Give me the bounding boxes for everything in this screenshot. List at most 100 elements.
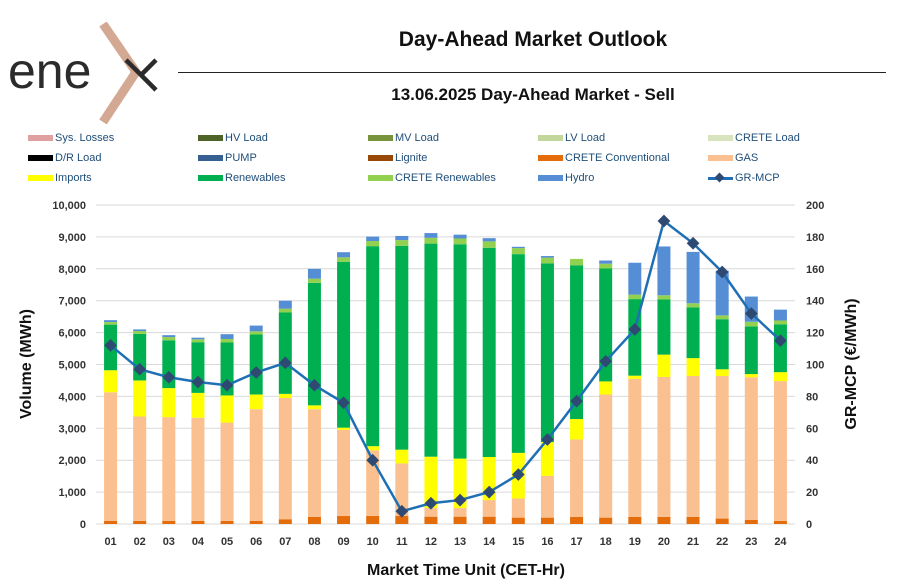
y2-tick-label: 140 [806,296,824,308]
y-tick-label: 1,000 [58,487,86,499]
bar-segment [540,442,554,476]
bar-segment [278,312,292,394]
bar-segment [133,331,147,334]
x-tick-label: 15 [512,536,524,548]
bar-segment [424,243,438,457]
bar-segment [540,517,554,524]
x-tick-label: 07 [279,536,291,548]
legend-label: Imports [55,172,92,184]
bar-segment [511,517,525,524]
bar-segment [191,339,205,343]
x-tick-label: 01 [104,536,116,548]
x-tick-label: 11 [396,536,408,548]
bar-segment [511,248,525,255]
x-tick-label: 03 [163,536,175,548]
legend-swatch [538,155,563,161]
x-tick-label: 17 [570,536,582,548]
bar-segment [715,375,729,519]
bar-segment [307,409,321,517]
bar-segment [715,518,729,524]
x-tick-label: 05 [221,536,233,548]
legend-label: Sys. Losses [55,132,115,144]
bar-segment [162,417,176,521]
bar-segment [307,405,321,410]
bar-segment [482,516,496,524]
logo-chevron [99,22,142,124]
bar-segment [453,508,467,517]
legend-item: PUMP [198,150,257,166]
y-tick-label: 2,000 [58,455,86,467]
bar-segment [628,294,642,300]
y-tick-label: 3,000 [58,423,86,435]
legend-swatch [28,155,53,161]
bar-segment [599,268,613,382]
bar-segment [540,256,554,258]
bar-segment [337,257,351,262]
y2-tick-label: 120 [806,328,824,340]
legend-item: Sys. Losses [28,130,114,146]
legend-swatch [198,135,223,141]
bar-segment [657,354,671,377]
y-tick-label: 5,000 [58,360,86,372]
x-tick-label: 24 [774,536,787,548]
y-axis-title: Volume (MWh) [18,309,35,419]
bar-segment [657,295,671,300]
legend-label: LV Load [565,132,606,144]
x-tick-label: 22 [716,536,728,548]
bar-segment [599,517,613,524]
bar-segment [220,395,234,423]
x-tick-label: 20 [658,536,670,548]
bar-segment [337,429,351,517]
bar-segment [191,337,205,340]
bar-segment [220,520,234,524]
bar-segment [162,337,176,341]
legend-item: Imports [28,170,92,186]
bar-segment [249,394,263,410]
bar-segment [366,236,380,242]
bar-segment [104,520,118,524]
legend-label: Lignite [395,152,428,164]
bar-segment [482,247,496,458]
bar-segment [773,309,787,321]
bar-segment [278,393,292,398]
bar-segment [424,508,438,517]
bar-segment [715,319,729,370]
bar-segment [453,244,467,459]
stacked-bars [104,233,787,524]
legend-item: GR-MCP [708,170,780,186]
bar-segment [395,449,409,464]
x-tick-label: 19 [629,536,641,548]
bar-segment [744,374,758,378]
bar-segment [453,516,467,524]
bar-segment [104,370,118,393]
bar-segment [599,381,613,395]
bar-segment [628,378,642,517]
bar-segment [773,324,787,373]
bar-segment [453,238,467,245]
y2-tick-label: 0 [806,519,812,531]
legend-label: Renewables [225,172,286,184]
legend-item: Lignite [368,150,427,166]
bar-segment [570,258,584,266]
bar-segment [686,516,700,524]
legend-swatch [198,175,223,181]
bar-segment [162,388,176,418]
legend-label: MV Load [395,132,440,144]
bar-segment [104,322,118,325]
legend-swatch [28,175,53,181]
y-tick-label: 8,000 [58,264,86,276]
gr-mcp-marker [337,396,350,410]
bar-segment [395,463,409,517]
bar-segment [570,265,584,420]
y2-tick-label: 60 [806,423,818,435]
bar-segment [191,417,205,521]
bar-segment [628,516,642,524]
legend-swatch [538,135,563,141]
legend-label: PUMP [225,152,257,164]
legend-label: Hydro [565,172,595,184]
bar-segment [570,439,584,517]
legend-label: GAS [735,152,759,164]
bar-segment [424,233,438,238]
legend-label: D/R Load [55,152,102,164]
x-tick-label: 16 [541,536,553,548]
